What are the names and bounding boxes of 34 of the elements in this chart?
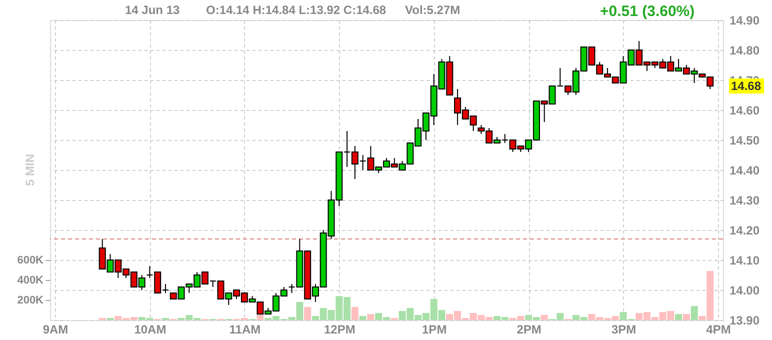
- bar: [690, 306, 698, 320]
- bar: [351, 307, 358, 320]
- x-tick-label: 12PM: [324, 322, 356, 336]
- bar: [540, 315, 548, 320]
- y-tick-label: 14.00: [730, 284, 760, 298]
- y-tick-label: 14.30: [730, 194, 760, 208]
- x-tick-label: 10AM: [134, 322, 166, 336]
- text: Vol:5.27M: [405, 3, 460, 17]
- bar: [675, 314, 682, 320]
- text: 14 Jun 13: [125, 3, 180, 17]
- x-tick-label: 4PM: [706, 322, 731, 336]
- x-tick-label: 11AM: [229, 322, 261, 336]
- y2-tick-label: 400K: [17, 274, 44, 286]
- bar: [359, 316, 366, 320]
- y-tick-label: 13.90: [730, 314, 760, 328]
- bar: [304, 307, 312, 320]
- y-tick-label: 14.50: [730, 134, 760, 148]
- text: +0.51 (3.60%): [600, 3, 695, 20]
- text: 14.68: [731, 79, 762, 93]
- x-tick-label: 2PM: [516, 322, 542, 336]
- y-tick-label: 14.10: [730, 254, 760, 268]
- y-tick-label: 14.80: [730, 44, 760, 58]
- x-tick-label: 1PM: [422, 322, 447, 336]
- bar: [682, 314, 690, 320]
- bar: [367, 314, 374, 320]
- x-tick-label: 9AM: [42, 322, 68, 336]
- y-tick-label: 14.40: [730, 164, 760, 178]
- y2-tick-label: 200K: [17, 294, 44, 306]
- y-tick-label: 14.90: [730, 14, 760, 28]
- text: O:14.14 H:14.84 L:13.92 C:14.68: [206, 3, 386, 17]
- y-tick-label: 14.20: [730, 224, 760, 238]
- y-tick-label: 14.60: [730, 104, 760, 118]
- y2-tick-label: 600K: [17, 254, 44, 266]
- x-tick-label: 3PM: [611, 322, 636, 336]
